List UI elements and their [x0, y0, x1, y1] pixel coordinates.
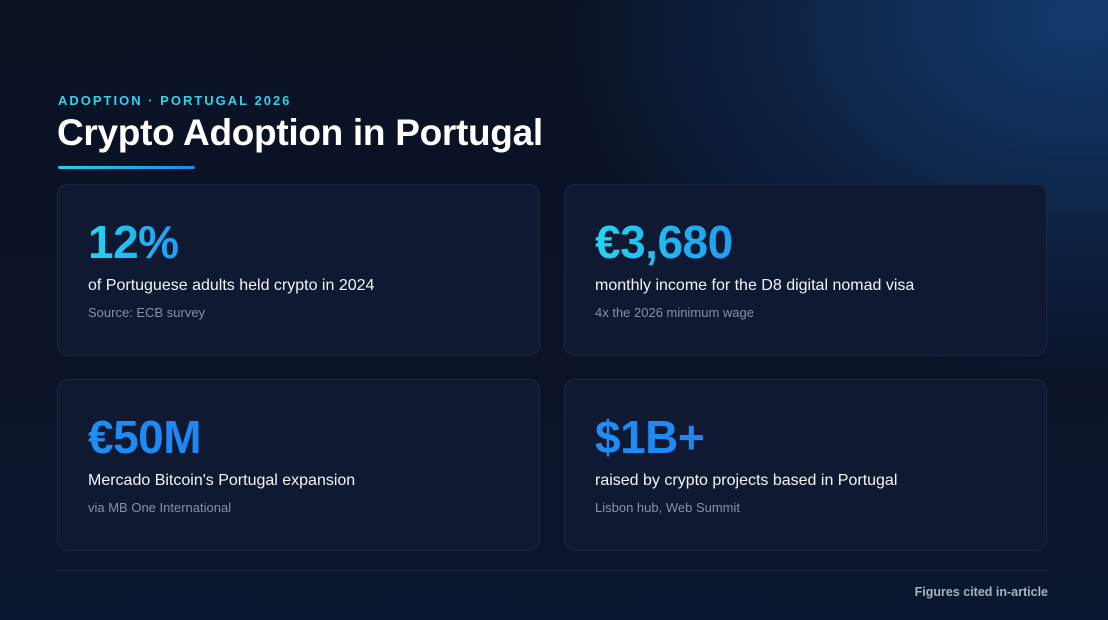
description: monthly income for the D8 digital nomad …: [595, 277, 915, 294]
title: Crypto Adoption in Portugal: [57, 112, 543, 153]
stat-card: €3,680 monthly income for the D8 digital…: [564, 184, 1047, 356]
description: of Portuguese adults held crypto in 2024: [88, 277, 375, 294]
footer-note: Figures cited in-article: [914, 585, 1048, 599]
eyebrow: ADOPTION · PORTUGAL 2026: [58, 93, 292, 108]
stat: $1B+: [595, 411, 705, 463]
description: raised by crypto projects based in Portu…: [595, 472, 898, 489]
stat-card: 12% of Portuguese adults held crypto in …: [57, 184, 540, 356]
note: Lisbon hub, Web Summit: [595, 500, 740, 515]
footer-rule: [57, 570, 1048, 571]
stat: €3,680: [595, 216, 733, 268]
stat-card: $1B+ raised by crypto projects based in …: [564, 379, 1047, 551]
title-underline: [58, 166, 195, 169]
note: Source: ECB survey: [88, 305, 206, 320]
note: 4x the 2026 minimum wage: [595, 305, 754, 320]
note: via MB One International: [88, 500, 232, 515]
stat: €50M: [88, 411, 202, 463]
stat: 12%: [88, 216, 179, 268]
stat-card: €50M Mercado Bitcoin's Portugal expansio…: [57, 379, 540, 551]
description: Mercado Bitcoin's Portugal expansion: [88, 472, 356, 489]
